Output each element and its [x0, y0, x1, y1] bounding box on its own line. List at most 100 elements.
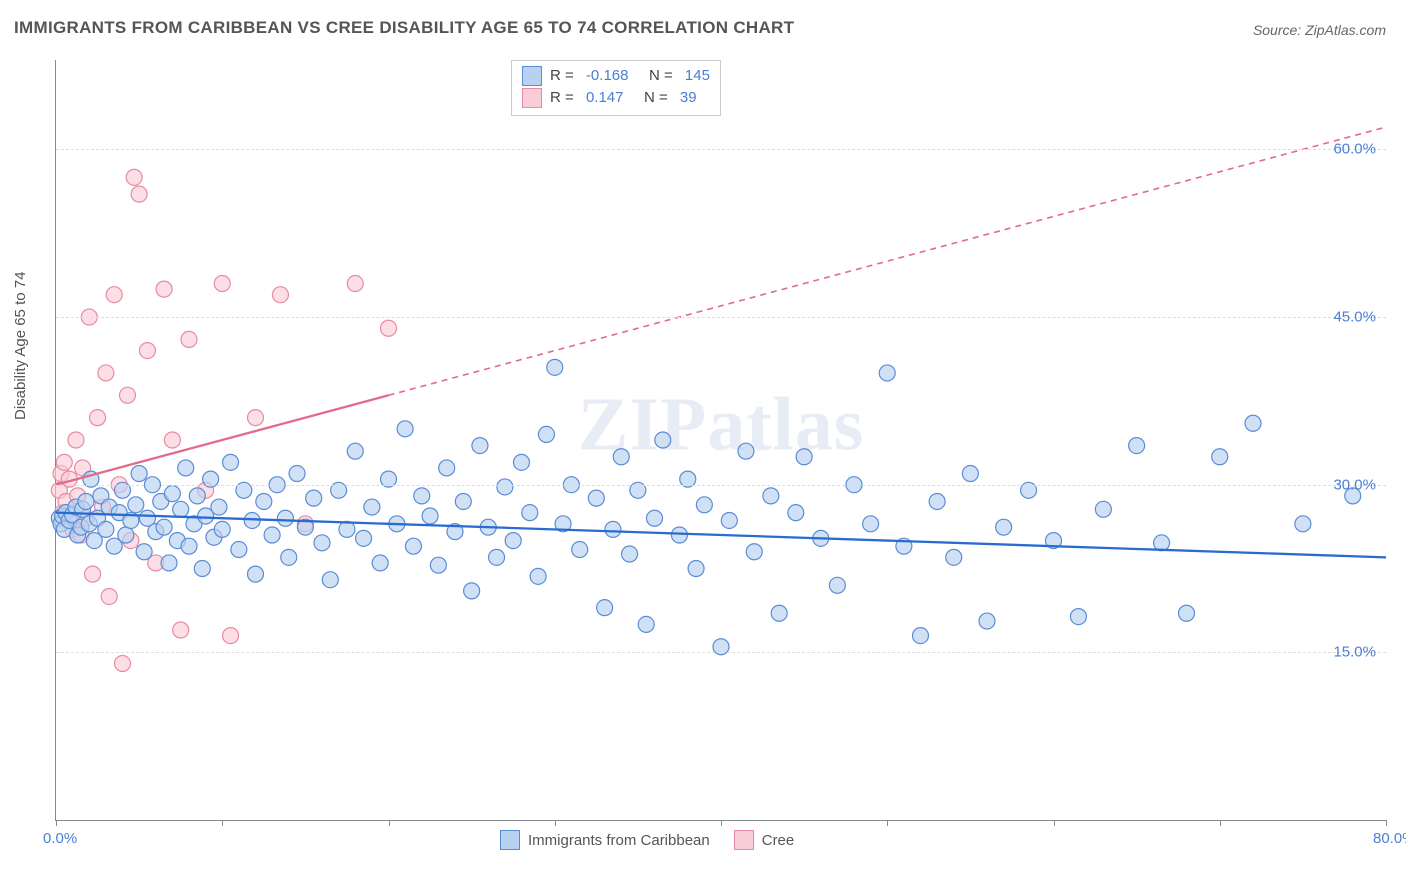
- data-point: [347, 276, 363, 292]
- data-point: [514, 454, 530, 470]
- data-point: [1245, 415, 1261, 431]
- plot-area: ZIPatlas R = -0.168 N = 145 R = 0.147 N …: [55, 60, 1386, 821]
- data-point: [56, 454, 72, 470]
- data-point: [131, 186, 147, 202]
- data-point: [439, 460, 455, 476]
- data-point: [829, 577, 845, 593]
- data-point: [139, 343, 155, 359]
- data-point: [489, 549, 505, 565]
- legend-item-cree: Cree: [734, 830, 795, 850]
- data-point: [118, 527, 134, 543]
- scatter-svg: [56, 60, 1386, 820]
- data-point: [588, 490, 604, 506]
- data-point: [98, 521, 114, 537]
- data-point: [101, 588, 117, 604]
- data-point: [996, 519, 1012, 535]
- swatch-caribbean: [522, 66, 542, 86]
- data-point: [572, 542, 588, 558]
- data-point: [164, 432, 180, 448]
- legend-r-label: R =: [550, 87, 578, 109]
- legend-row-cree: R = 0.147 N = 39: [522, 87, 710, 109]
- data-point: [231, 542, 247, 558]
- data-point: [181, 538, 197, 554]
- data-point: [314, 535, 330, 551]
- data-point: [530, 568, 546, 584]
- data-point: [979, 613, 995, 629]
- data-point: [1154, 535, 1170, 551]
- data-point: [1179, 605, 1195, 621]
- data-point: [422, 508, 438, 524]
- data-point: [464, 583, 480, 599]
- x-tick: [1220, 820, 1221, 826]
- data-point: [1212, 449, 1228, 465]
- data-point: [455, 493, 471, 509]
- y-tick-label: 15.0%: [1333, 644, 1376, 661]
- data-point: [173, 501, 189, 517]
- data-point: [214, 276, 230, 292]
- data-point: [879, 365, 895, 381]
- data-point: [497, 479, 513, 495]
- data-point: [223, 628, 239, 644]
- data-point: [613, 449, 629, 465]
- correlation-legend: R = -0.168 N = 145 R = 0.147 N = 39: [511, 60, 721, 116]
- x-tick-label: 0.0%: [43, 830, 77, 847]
- data-point: [347, 443, 363, 459]
- swatch-cree: [522, 88, 542, 108]
- data-point: [946, 549, 962, 565]
- data-point: [622, 546, 638, 562]
- data-point: [98, 365, 114, 381]
- x-tick: [389, 820, 390, 826]
- data-point: [322, 572, 338, 588]
- chart-title: IMMIGRANTS FROM CARIBBEAN VS CREE DISABI…: [14, 18, 794, 38]
- x-tick: [887, 820, 888, 826]
- data-point: [256, 493, 272, 509]
- data-point: [356, 530, 372, 546]
- data-point: [929, 493, 945, 509]
- data-point: [1095, 501, 1111, 517]
- data-point: [605, 521, 621, 537]
- data-point: [189, 488, 205, 504]
- swatch-caribbean-bottom: [500, 830, 520, 850]
- data-point: [194, 561, 210, 577]
- data-point: [272, 287, 288, 303]
- data-point: [414, 488, 430, 504]
- gridline: [56, 652, 1386, 653]
- data-point: [128, 497, 144, 513]
- source-attribution: Source: ZipAtlas.com: [1253, 22, 1386, 38]
- data-point: [106, 287, 122, 303]
- data-point: [223, 454, 239, 470]
- data-point: [405, 538, 421, 554]
- data-point: [156, 281, 172, 297]
- data-point: [90, 410, 106, 426]
- data-point: [136, 544, 152, 560]
- data-point: [1129, 438, 1145, 454]
- data-point: [738, 443, 754, 459]
- data-point: [119, 387, 135, 403]
- data-point: [289, 466, 305, 482]
- data-point: [173, 622, 189, 638]
- gridline: [56, 317, 1386, 318]
- data-point: [85, 566, 101, 582]
- legend-n-value-1: 145: [685, 65, 710, 87]
- data-point: [746, 544, 762, 560]
- legend-n-value-2: 39: [680, 87, 697, 109]
- data-point: [126, 169, 142, 185]
- data-point: [655, 432, 671, 448]
- x-tick-label: 80.0%: [1373, 830, 1406, 847]
- legend-r-label: R =: [550, 65, 578, 87]
- data-point: [364, 499, 380, 515]
- data-point: [505, 533, 521, 549]
- y-tick-label: 45.0%: [1333, 309, 1376, 326]
- data-point: [211, 499, 227, 515]
- data-point: [638, 616, 654, 632]
- legend-row-caribbean: R = -0.168 N = 145: [522, 65, 710, 87]
- swatch-cree-bottom: [734, 830, 754, 850]
- data-point: [788, 505, 804, 521]
- series-legend: Immigrants from Caribbean Cree: [500, 830, 794, 850]
- data-point: [647, 510, 663, 526]
- data-point: [696, 497, 712, 513]
- data-point: [796, 449, 812, 465]
- x-tick: [1386, 820, 1387, 826]
- data-point: [1295, 516, 1311, 532]
- data-point: [721, 512, 737, 528]
